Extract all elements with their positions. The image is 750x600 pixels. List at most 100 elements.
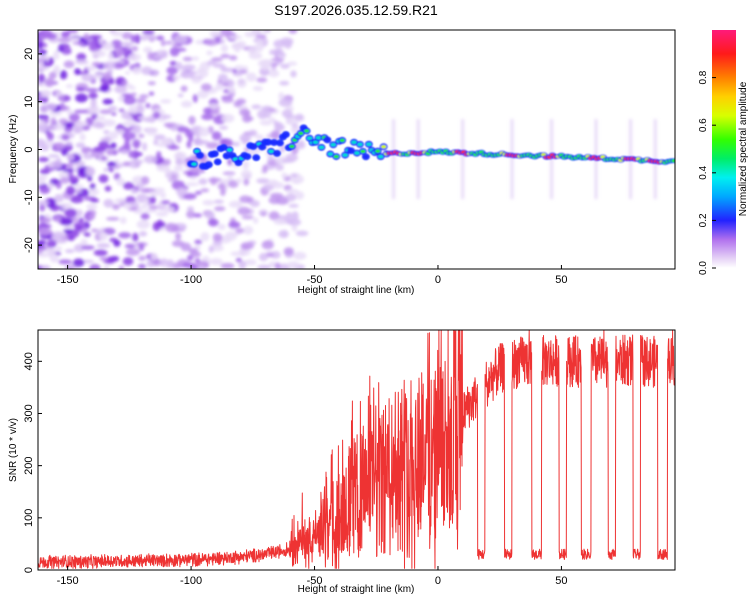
spectral-streak [461,119,465,200]
noise-blob [252,217,259,224]
noise-blob [176,126,190,133]
noise-blob [58,118,68,125]
noise-blob [212,62,224,69]
signal-cell [375,149,381,153]
noise-blob [201,113,214,121]
snr-panel: -150 -100 -50 0 50 0 100 200 300 400 Height of s… [8,329,676,595]
noise-blob [40,144,50,152]
noise-blob [42,42,48,48]
noise-blob [58,170,71,180]
noise-blob [163,122,175,128]
noise-blob [121,111,131,120]
noise-blob [39,168,50,175]
spectrogram-y-ticks: -20 -10 0 10 20 [23,48,42,253]
spectral-streak [510,119,514,200]
noise-blob [52,123,66,131]
spectrogram-x-tick-label: 50 [555,274,567,286]
signal-cell [381,145,387,149]
noise-blob [128,105,141,115]
noise-blob [188,134,194,143]
noise-blob [117,95,125,102]
noise-blob [103,167,109,172]
noise-blob [207,177,222,182]
noise-blob [111,30,124,37]
noise-blob [295,141,306,150]
signal-cell [339,138,345,142]
noise-blob [38,157,50,163]
snr-y-tick-label: 400 [23,352,35,370]
noise-blob [291,225,298,232]
noise-blob [68,36,80,42]
noise-blob [151,259,158,264]
noise-blob [59,177,70,184]
signal-cell [363,155,369,159]
noise-blob [228,221,241,229]
noise-blob [115,48,124,58]
colorbar-tick-label: 0.8 [698,70,709,84]
signal-cell [318,145,325,150]
noise-blob [148,204,158,211]
noise-blob [132,124,142,134]
noise-blob [50,160,63,169]
noise-blob [261,240,274,250]
noise-blob [168,145,180,150]
noise-blob [182,262,196,269]
noise-blob [38,200,50,205]
noise-blob [145,102,151,109]
noise-blob [288,30,298,34]
spectral-streak [653,119,657,200]
noise-blob [142,30,155,35]
noise-blob [191,77,202,84]
snr-y-tick-label: 0 [23,567,35,573]
noise-blob [295,230,309,237]
noise-blob [74,68,81,75]
noise-blob [209,30,221,38]
noise-blob [76,52,87,62]
signal-cell [244,154,250,159]
noise-blob [39,185,51,195]
noise-blob [278,52,286,57]
noise-blob [83,232,91,237]
noise-blob [144,209,158,213]
noise-blob [192,56,200,61]
noise-blob [115,129,126,135]
noise-blob [112,150,118,156]
noise-blob [40,264,51,269]
noise-blob [147,81,156,86]
noise-blob [256,77,268,83]
noise-blob [238,260,247,269]
noise-blob [40,89,51,98]
figure-title: S197.2026.035.12.59.R21 [274,2,438,18]
noise-blob [217,73,228,81]
noise-blob [58,259,73,265]
noise-blob [54,142,66,150]
signal-cell [298,131,304,135]
noise-blob [206,50,213,56]
noise-blob [244,259,257,266]
noise-blob [205,38,218,46]
noise-blob [280,63,290,69]
noise-blob [91,61,102,67]
noise-blob [43,247,57,254]
noise-blob [60,217,73,226]
noise-blob [38,252,50,258]
noise-blob [130,189,138,194]
spectrogram-y-tick-label: 20 [23,48,35,60]
noise-blob [270,62,279,67]
noise-blob [186,210,196,219]
noise-blob [47,154,60,158]
noise-blob [220,53,231,59]
noise-blob [102,98,114,105]
noise-blob [220,44,229,53]
noise-blob [268,261,277,268]
noise-blob [141,66,153,75]
noise-blob [252,85,263,91]
signal-cell [277,141,283,145]
noise-blob [295,191,305,200]
noise-blob [208,245,214,253]
noise-blob [254,134,264,140]
noise-blob [186,140,192,149]
noise-blob [45,102,57,111]
snr-x-axis-label: Height of straight line (km) [298,584,415,595]
